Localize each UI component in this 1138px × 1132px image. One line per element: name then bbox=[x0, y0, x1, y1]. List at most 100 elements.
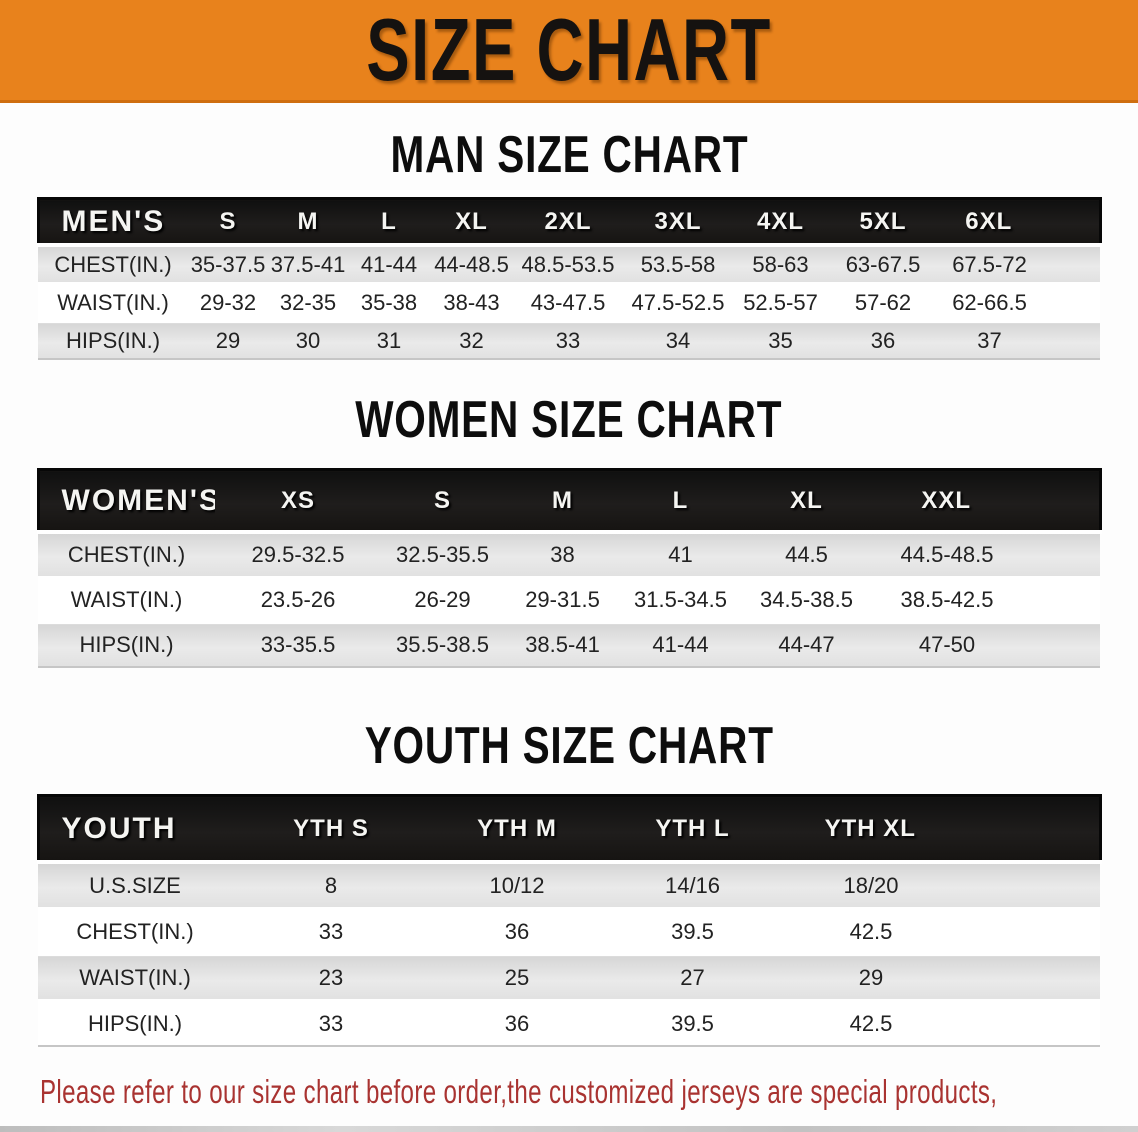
youth-section-heading: YOUTH SIZE CHART bbox=[0, 668, 1138, 775]
measurement-label: HIPS(IN.) bbox=[38, 321, 188, 359]
size-column-header: M bbox=[504, 469, 621, 532]
size-value: 23.5-26 bbox=[215, 577, 381, 623]
size-value: 30 bbox=[268, 321, 348, 359]
size-column-header: S bbox=[188, 198, 268, 245]
youth-size-section: YOUTH SIZE CHART YOUTH YTH S YTH M YTH L YTH… bbox=[0, 668, 1138, 1047]
size-value: 41-44 bbox=[348, 245, 430, 284]
size-value: 34.5-38.5 bbox=[740, 577, 873, 623]
size-value: 41-44 bbox=[621, 622, 740, 667]
size-value: 29 bbox=[188, 321, 268, 359]
banner-title: SIZE CHART bbox=[366, 0, 772, 99]
size-value: 48.5-53.5 bbox=[513, 245, 623, 284]
table-row: HIPS(IN.) 33-35.5 35.5-38.5 38.5-41 41-44 44-… bbox=[38, 622, 1100, 667]
size-column-header: 2XL bbox=[513, 198, 623, 245]
size-value: 29-32 bbox=[188, 283, 268, 322]
table-header-row: MEN'S S M L XL 2XL 3XL 4XL 5XL 6XL bbox=[38, 198, 1100, 245]
size-column-header: S bbox=[381, 469, 504, 532]
size-value: 27 bbox=[604, 954, 781, 1001]
size-value: 35 bbox=[733, 321, 828, 359]
size-value: 36 bbox=[430, 908, 604, 955]
table-group-label: YOUTH bbox=[38, 795, 232, 862]
size-value: 63-67.5 bbox=[828, 245, 938, 284]
table-group-label: WOMEN'S bbox=[38, 469, 215, 532]
women-size-section: WOMEN SIZE CHART WOMEN'S XS S M L XL XXL CHEST(… bbox=[0, 360, 1138, 668]
size-value: 33 bbox=[232, 908, 430, 955]
size-column-header: XL bbox=[740, 469, 873, 532]
size-value: 33 bbox=[232, 1000, 430, 1046]
size-column-header: YTH M bbox=[430, 795, 604, 862]
youth-size-table: YOUTH YTH S YTH M YTH L YTH XL U.S.SIZE 8 10/12… bbox=[37, 794, 1102, 1047]
size-value: 52.5-57 bbox=[733, 283, 828, 322]
size-column-header: L bbox=[348, 198, 430, 245]
size-column-header: 5XL bbox=[828, 198, 938, 245]
table-row: WAIST(IN.) 23 25 27 29 bbox=[38, 954, 1100, 1001]
order-disclaimer: Please refer to our size chart before or… bbox=[40, 1069, 1138, 1132]
size-column-header: L bbox=[621, 469, 740, 532]
size-value: 35-38 bbox=[348, 283, 430, 322]
table-header-row: YOUTH YTH S YTH M YTH L YTH XL bbox=[38, 795, 1100, 862]
size-value: 44.5-48.5 bbox=[873, 532, 1100, 578]
measurement-label: CHEST(IN.) bbox=[38, 532, 215, 578]
size-value: 33 bbox=[513, 321, 623, 359]
size-value: 10/12 bbox=[430, 862, 604, 909]
size-value: 23 bbox=[232, 954, 430, 1001]
table-row: U.S.SIZE 8 10/12 14/16 18/20 bbox=[38, 862, 1100, 909]
table-group-label: MEN'S bbox=[38, 198, 188, 245]
size-value: 44-47 bbox=[740, 622, 873, 667]
measurement-label: CHEST(IN.) bbox=[38, 908, 232, 955]
size-column-header: XL bbox=[430, 198, 513, 245]
size-column-header: XXL bbox=[873, 469, 1100, 532]
size-value: 42.5 bbox=[781, 1000, 1100, 1046]
size-value: 53.5-58 bbox=[623, 245, 733, 284]
size-value: 31.5-34.5 bbox=[621, 577, 740, 623]
size-value: 31 bbox=[348, 321, 430, 359]
size-column-header: YTH S bbox=[232, 795, 430, 862]
size-column-header: YTH XL bbox=[781, 795, 1100, 862]
table-row: WAIST(IN.) 29-32 32-35 35-38 38-43 43-47.5 47.… bbox=[38, 283, 1100, 322]
size-value: 41 bbox=[621, 532, 740, 578]
size-value: 57-62 bbox=[828, 283, 938, 322]
size-value: 14/16 bbox=[604, 862, 781, 909]
size-value: 38-43 bbox=[430, 283, 513, 322]
size-column-header: 4XL bbox=[733, 198, 828, 245]
men-section-heading-text: MAN SIZE CHART bbox=[390, 126, 748, 184]
women-section-heading: WOMEN SIZE CHART bbox=[0, 360, 1138, 446]
image-bottom-edge bbox=[0, 1126, 1138, 1132]
size-value: 47.5-52.5 bbox=[623, 283, 733, 322]
size-value: 67.5-72 bbox=[938, 245, 1100, 284]
size-value: 26-29 bbox=[381, 577, 504, 623]
size-column-header: 3XL bbox=[623, 198, 733, 245]
measurement-label: HIPS(IN.) bbox=[38, 622, 215, 667]
size-chart-banner: SIZE CHART bbox=[0, 0, 1138, 103]
size-value: 39.5 bbox=[604, 908, 781, 955]
size-value: 33-35.5 bbox=[215, 622, 381, 667]
size-value: 42.5 bbox=[781, 908, 1100, 955]
table-row: CHEST(IN.) 35-37.5 37.5-41 41-44 44-48.5 48.5… bbox=[38, 245, 1100, 284]
size-value: 39.5 bbox=[604, 1000, 781, 1046]
size-value: 32 bbox=[430, 321, 513, 359]
size-value: 32.5-35.5 bbox=[381, 532, 504, 578]
size-value: 36 bbox=[430, 1000, 604, 1046]
size-value: 38.5-41 bbox=[504, 622, 621, 667]
size-value: 58-63 bbox=[733, 245, 828, 284]
size-value: 34 bbox=[623, 321, 733, 359]
measurement-label: WAIST(IN.) bbox=[38, 954, 232, 1001]
size-value: 32-35 bbox=[268, 283, 348, 322]
size-value: 38 bbox=[504, 532, 621, 578]
men-section-heading: MAN SIZE CHART bbox=[0, 103, 1138, 184]
size-value: 8 bbox=[232, 862, 430, 909]
measurement-label: WAIST(IN.) bbox=[38, 283, 188, 322]
youth-section-heading-text: YOUTH SIZE CHART bbox=[364, 717, 774, 775]
measurement-label: U.S.SIZE bbox=[38, 862, 232, 909]
size-value: 37 bbox=[938, 321, 1100, 359]
measurement-label: HIPS(IN.) bbox=[38, 1000, 232, 1046]
size-value: 37.5-41 bbox=[268, 245, 348, 284]
men-size-section: MAN SIZE CHART MEN'S S M L XL 2XL 3XL 4XL 5XL 6XL… bbox=[0, 103, 1138, 360]
size-value: 29 bbox=[781, 954, 1100, 1001]
size-value: 35-37.5 bbox=[188, 245, 268, 284]
women-size-table: WOMEN'S XS S M L XL XXL CHEST(IN.) 29.5-32.5 32.5… bbox=[37, 468, 1102, 668]
table-header-row: WOMEN'S XS S M L XL XXL bbox=[38, 469, 1100, 532]
size-value: 44.5 bbox=[740, 532, 873, 578]
size-value: 38.5-42.5 bbox=[873, 577, 1100, 623]
size-column-header: YTH L bbox=[604, 795, 781, 862]
